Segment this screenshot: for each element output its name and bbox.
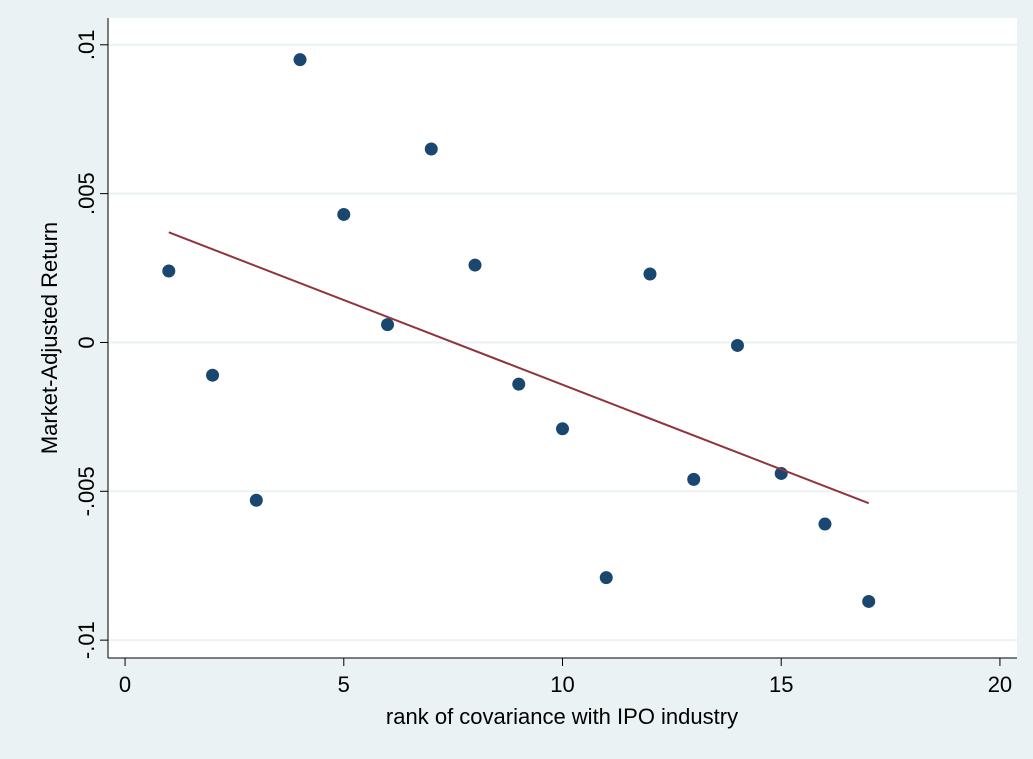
y-axis-label: Market-Adjusted Return [37, 222, 62, 454]
point [337, 207, 351, 221]
plot-area [108, 18, 1017, 658]
point [599, 571, 613, 585]
point [643, 267, 657, 281]
x-tick-label: 0 [119, 672, 131, 697]
y-tick-label: .005 [74, 172, 99, 215]
y-tick-label: 0 [74, 336, 99, 348]
x-axis-label: rank of covariance with IPO industry [386, 704, 738, 729]
x-tick-label: 10 [550, 672, 574, 697]
x-tick-label: 5 [338, 672, 350, 697]
point [730, 338, 744, 352]
x-tick-label: 20 [988, 672, 1012, 697]
point [862, 594, 876, 608]
y-tick-label: -.005 [74, 466, 99, 516]
y-tick-label: .01 [74, 29, 99, 60]
point [206, 368, 220, 382]
point [381, 318, 395, 332]
point [687, 472, 701, 486]
point [249, 493, 263, 507]
point [556, 422, 569, 436]
point [424, 142, 438, 156]
point [512, 377, 526, 391]
point [818, 517, 832, 531]
y-tick-label: -.01 [74, 621, 99, 659]
point [468, 258, 482, 272]
point [162, 264, 176, 278]
point [293, 53, 307, 67]
x-tick-label: 15 [769, 672, 793, 697]
fit-line [168, 231, 870, 505]
